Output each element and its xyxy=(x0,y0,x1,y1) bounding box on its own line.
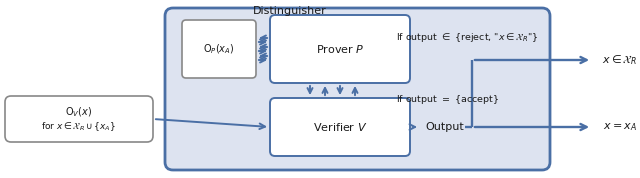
FancyBboxPatch shape xyxy=(182,20,256,78)
Text: Output: Output xyxy=(426,122,465,132)
Text: $x = x_A$: $x = x_A$ xyxy=(603,121,637,133)
FancyBboxPatch shape xyxy=(5,96,153,142)
FancyBboxPatch shape xyxy=(270,98,410,156)
Text: Verifier $V$: Verifier $V$ xyxy=(313,121,367,133)
Text: $\mathsf{O}_V(x)$: $\mathsf{O}_V(x)$ xyxy=(65,105,93,119)
Text: If output $\in$ {reject, "$x \in \mathcal{X}_R$"}: If output $\in$ {reject, "$x \in \mathca… xyxy=(396,32,538,44)
Text: Prover $P$: Prover $P$ xyxy=(316,43,364,55)
Text: for $x \in \mathcal{X}_R \cup \{x_A\}$: for $x \in \mathcal{X}_R \cup \{x_A\}$ xyxy=(42,121,116,133)
FancyBboxPatch shape xyxy=(165,8,550,170)
Text: $\mathsf{O}_P(x_A)$: $\mathsf{O}_P(x_A)$ xyxy=(203,42,235,56)
Text: Distinguisher: Distinguisher xyxy=(253,6,327,16)
FancyBboxPatch shape xyxy=(270,15,410,83)
Text: If output $=$ {accept}: If output $=$ {accept} xyxy=(396,93,499,106)
Text: $x \in \mathcal{X}_R$: $x \in \mathcal{X}_R$ xyxy=(602,53,637,67)
